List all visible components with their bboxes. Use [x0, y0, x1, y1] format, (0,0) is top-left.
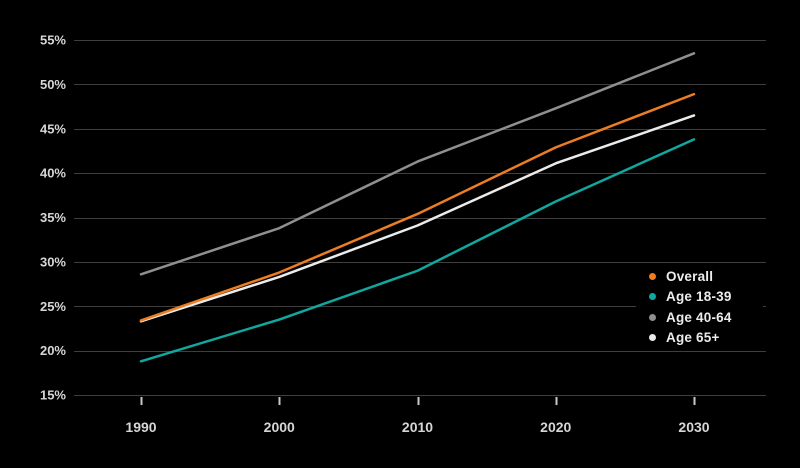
y-axis-tick-label: 40% [40, 166, 66, 181]
y-axis-tick-label: 15% [40, 388, 66, 403]
series-line-age-40-64 [139, 52, 696, 276]
legend-dot-overall-icon [649, 273, 656, 280]
y-axis-tick-label: 30% [40, 254, 66, 269]
y-axis-tick-label: 50% [40, 77, 66, 92]
y-axis-tick-label: 25% [40, 299, 66, 314]
legend-label-age-40-64: Age 40-64 [666, 309, 732, 325]
y-axis-tick-label: 20% [40, 343, 66, 358]
x-axis-tick-label: 1990 [125, 419, 156, 435]
series-line-age-65- [139, 114, 696, 323]
legend: Overall Age 18-39 Age 40-64 Age 65+ [636, 266, 763, 348]
x-axis-tick-label: 2000 [264, 419, 295, 435]
legend-dot-age-18-39-icon [649, 293, 656, 301]
legend-label-age-65-plus: Age 65+ [666, 329, 720, 345]
legend-dot-age-65-plus-icon [649, 333, 656, 341]
x-axis-tick-label: 2010 [402, 419, 433, 435]
y-axis-tick-label: 55% [40, 33, 66, 48]
legend-item-age-40-64: Age 40-64 [636, 308, 763, 327]
legend-label-overall: Overall [666, 269, 714, 284]
x-axis-tick-label: 2030 [678, 419, 709, 435]
legend-item-age-18-39: Age 18-39 [636, 287, 763, 306]
series-line-overall [139, 92, 696, 322]
legend-label-age-18-39: Age 18-39 [666, 289, 732, 305]
series-line-age-18-39 [139, 138, 696, 363]
y-axis-tick-label: 35% [40, 210, 66, 225]
x-axis-tick-label: 2020 [540, 419, 571, 435]
legend-item-overall: Overall [636, 267, 763, 286]
legend-item-age-65-plus: Age 65+ [636, 328, 763, 347]
y-axis-tick-label: 45% [40, 121, 66, 136]
legend-dot-age-40-64-icon [649, 313, 656, 321]
